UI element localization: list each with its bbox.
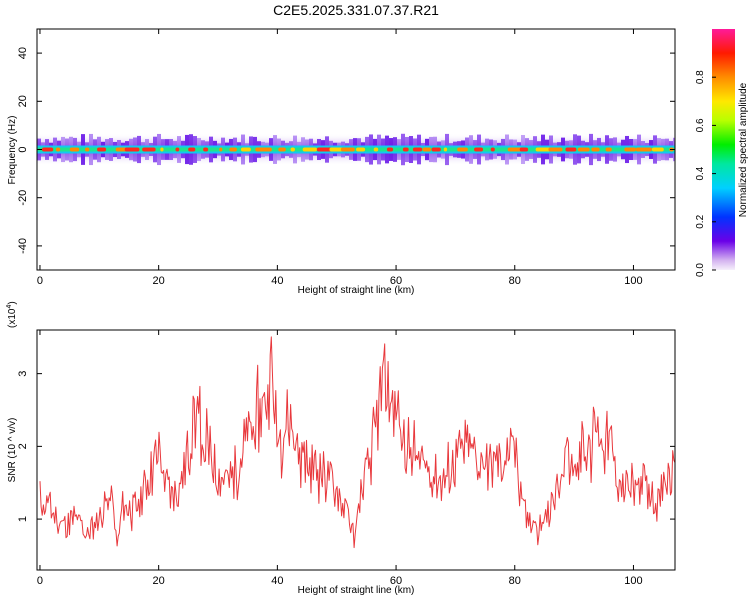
spectral-peak xyxy=(278,147,286,152)
snr-y-tick-label: 3 xyxy=(17,371,29,377)
spectral-peak xyxy=(577,147,590,152)
spectral-peak xyxy=(443,147,448,152)
spectral-peak xyxy=(302,147,318,152)
colorbar-scale xyxy=(712,29,735,270)
colorbar-tick-label: 0.0 xyxy=(695,263,706,277)
spectral-peak xyxy=(422,147,432,152)
spectrogram-y-tick-label: 40 xyxy=(17,47,29,59)
spectral-peak xyxy=(591,147,600,152)
spectrogram-x-tick-label: 100 xyxy=(624,275,642,287)
spectrogram-y-tick-label: -20 xyxy=(17,190,29,206)
spectral-peak xyxy=(548,147,563,152)
spectrogram-y-tick-label: -40 xyxy=(17,238,29,254)
spectral-peak xyxy=(651,147,664,152)
spectral-peak xyxy=(386,147,394,152)
spectral-peak xyxy=(124,147,140,152)
spectrogram-x-tick-label: 80 xyxy=(509,275,521,287)
snr-x-tick-label: 0 xyxy=(37,575,43,587)
snr-y-axis-label: SNR (10 ^ v/v) xyxy=(7,418,18,483)
spectral-peak xyxy=(188,147,196,152)
spectral-peak xyxy=(97,147,107,152)
spectral-peak xyxy=(175,147,180,152)
spectral-peak xyxy=(356,147,366,152)
spectral-peak xyxy=(402,147,409,152)
snr-x-tick-label: 100 xyxy=(624,575,642,587)
spectral-peak xyxy=(142,147,156,152)
snr-x-tick-label: 60 xyxy=(390,575,402,587)
spectrogram-x-axis-label: Height of straight line (km) xyxy=(298,285,415,296)
spectral-peak xyxy=(340,147,355,152)
spectral-peak xyxy=(605,147,612,152)
spectral-peak xyxy=(55,147,61,152)
snr-y-tick-label: 2 xyxy=(17,443,29,449)
spectral-peak xyxy=(84,147,90,152)
colorbar-tick-label: 0.8 xyxy=(695,70,706,84)
spectral-peak xyxy=(565,147,577,152)
snr-series-line xyxy=(39,336,675,549)
spectral-peak xyxy=(474,147,484,152)
spectrogram-y-tick-label: 0 xyxy=(17,146,29,152)
colorbar-label: Normalized spectral amplitude xyxy=(738,82,749,217)
spectrogram-x-tick-label: 60 xyxy=(390,275,402,287)
spectral-peak xyxy=(219,147,223,152)
snr-x-tick-label: 20 xyxy=(153,575,165,587)
colorbar-tick-label: 0.4 xyxy=(695,166,706,180)
spectral-peak xyxy=(329,147,343,152)
spectral-peak xyxy=(229,147,237,152)
colorbar-tick-label: 0.2 xyxy=(695,214,706,228)
snr-x-tick-label: 80 xyxy=(509,575,521,587)
spectrogram-frame xyxy=(36,28,676,271)
spectral-peak xyxy=(255,147,272,152)
colorbar-tick-label: 0.6 xyxy=(695,118,706,132)
snr-panel: 1 2 3 0 20 40 60 80 100 Height of straight line… xyxy=(6,301,676,596)
spectral-peak xyxy=(624,147,637,152)
spectral-peak xyxy=(535,147,551,152)
spectrogram-x-tick-label: 40 xyxy=(271,275,283,287)
spectrogram-y-tick-label: 20 xyxy=(17,95,29,107)
chart-title: C2E5.2025.331.07.37.R21 xyxy=(273,2,439,18)
snr-y-tick-label: 1 xyxy=(17,516,29,522)
spectral-peak xyxy=(490,147,495,152)
spectrogram-y-axis-label: Frequency (Hz) xyxy=(7,116,18,185)
spectral-peak xyxy=(240,147,251,152)
snr-multiplier-label: (x104) xyxy=(6,301,18,328)
spectral-peak xyxy=(203,147,209,152)
spectral-peak xyxy=(431,147,441,152)
spectrogram-x-tick-label: 0 xyxy=(37,275,43,287)
snr-x-axis-label: Height of straight line (km) xyxy=(298,585,415,596)
snr-x-tick-label: 40 xyxy=(271,575,283,587)
spectral-peak xyxy=(316,147,333,152)
spectral-peak xyxy=(412,147,423,152)
spectral-peak xyxy=(160,147,164,152)
spectral-peak xyxy=(457,147,468,152)
spectrogram-x-tick-label: 20 xyxy=(153,275,165,287)
snr-frame xyxy=(36,329,676,571)
spectral-peak xyxy=(373,147,379,152)
spectral-peak xyxy=(267,147,272,152)
spectrogram-panel: -40 -20 0 20 40 0 20 40 60 80 100 Height of strai… xyxy=(7,28,676,296)
spectral-peak xyxy=(69,147,80,152)
spectral-peak xyxy=(290,147,295,152)
colorbar: 0.0 0.2 0.4 0.6 0.8 Normalized spectral ampl… xyxy=(695,29,749,277)
spectral-band-centerline xyxy=(37,147,675,152)
spectral-peak xyxy=(507,147,524,152)
spectral-peak xyxy=(519,147,529,152)
spectral-peak xyxy=(635,147,652,152)
spectral-peak xyxy=(42,147,54,152)
